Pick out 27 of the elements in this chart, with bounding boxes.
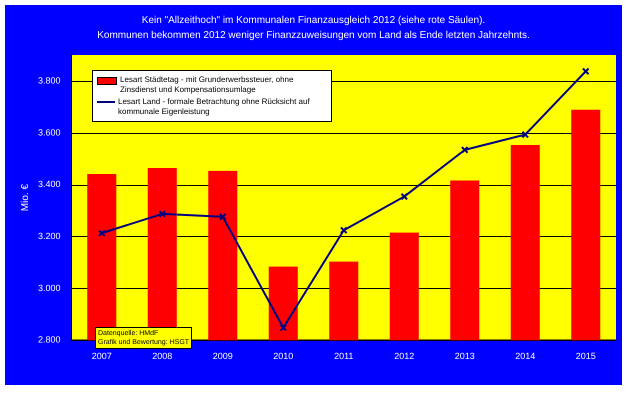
y-tick-label: 3.600: [38, 127, 61, 138]
x-tick-label: 2012: [394, 351, 414, 362]
y-tick-label: 3.000: [38, 282, 61, 293]
point: [279, 324, 288, 332]
x-tick-label: 2008: [152, 351, 172, 362]
chart-title: Kein "Allzeithoch" im Kommunalen Finanzausgleich 2012 (siehe rote Säulen).: [142, 15, 486, 26]
x-tick-label: 2010: [273, 351, 294, 362]
point: [340, 226, 348, 234]
legend-label: Lesart Städtetag - mit Grunderwerbssteuer, ohne Zinsdienst und Kompensationsumlage: [120, 75, 294, 95]
x-tick-label: 2015: [576, 351, 596, 362]
chart-subtitle: Kommunen bekommen 2012 weniger Finanzzuweisungen vom Land als Ende letzten Jahrzehnts.: [97, 30, 530, 41]
point: [521, 130, 530, 138]
y-axis-title: Mio. €: [20, 184, 31, 212]
y-tick-label: 3.200: [38, 230, 61, 241]
point: [400, 192, 408, 200]
x-tick-label: 2014: [515, 351, 536, 362]
x-tick-label: 2009: [212, 351, 233, 362]
y-tick-label: 2.800: [38, 334, 61, 345]
legend-label: Lesart Land - formale Betrachtung ohne Rücksicht auf kommunale Eigenleistung: [118, 97, 311, 117]
point: [218, 212, 227, 221]
y-tick-label: 3.400: [38, 179, 61, 190]
x-tick-label: 2013: [454, 351, 475, 362]
x-tick-label: 2007: [92, 351, 112, 362]
y-tick-label: 3.800: [38, 75, 61, 86]
x-tick-label: 2011: [334, 351, 354, 362]
point: [460, 146, 469, 154]
point: [158, 210, 166, 218]
